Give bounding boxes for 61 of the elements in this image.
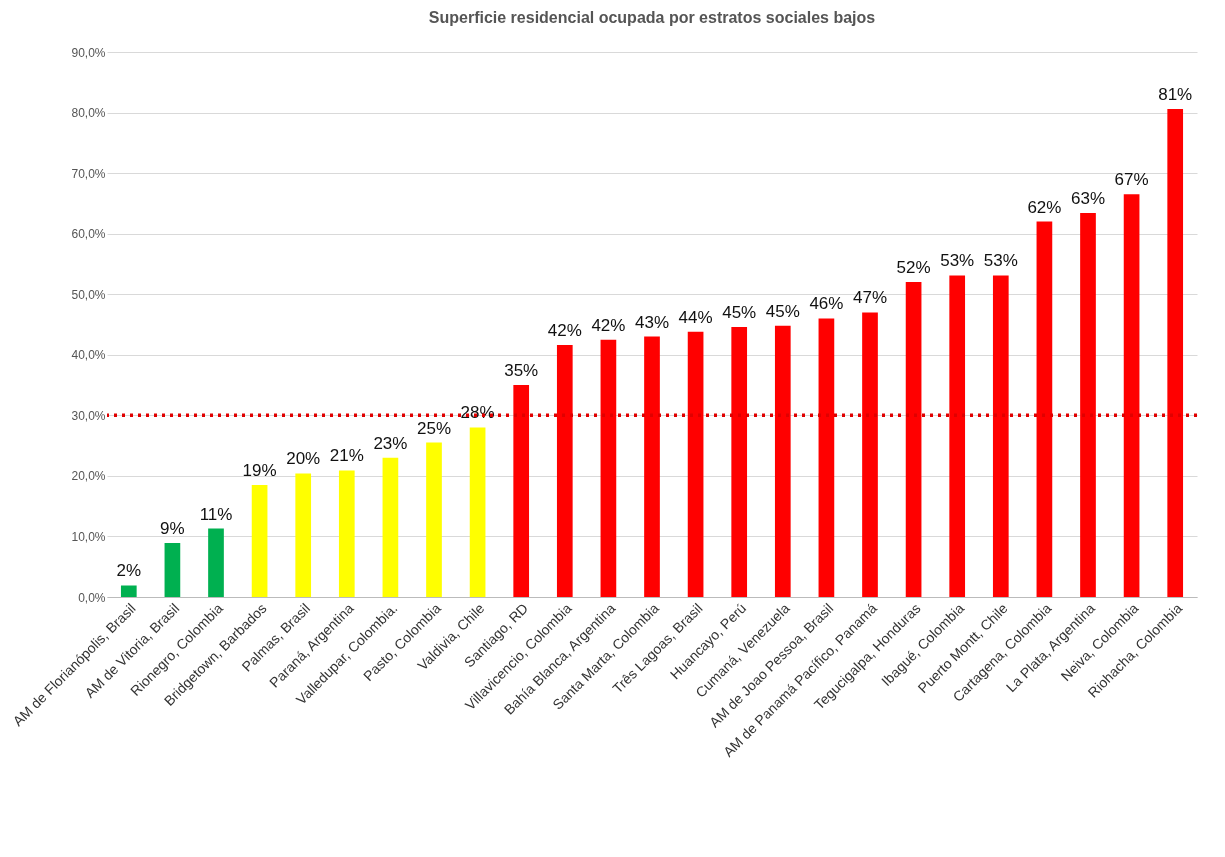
y-tick-label: 90,0% <box>71 45 106 60</box>
bar <box>687 331 704 597</box>
bar <box>1036 221 1053 597</box>
data-label: 28% <box>460 403 495 423</box>
data-label: 53% <box>983 251 1018 271</box>
bar <box>862 312 878 597</box>
data-label: 45% <box>722 302 757 322</box>
data-label: 42% <box>591 315 626 335</box>
y-tick-label: 60,0% <box>71 227 106 242</box>
data-label: 44% <box>678 307 713 327</box>
bar <box>426 442 442 597</box>
data-label: 21% <box>329 446 364 466</box>
data-label: 52% <box>896 258 931 278</box>
bar <box>1123 194 1140 597</box>
bar <box>338 470 355 597</box>
data-label: 42% <box>547 321 582 341</box>
bar <box>992 275 1009 597</box>
bar <box>644 336 660 597</box>
y-tick-label: 10,0% <box>71 529 106 544</box>
y-tick-label: 40,0% <box>71 348 106 363</box>
bar <box>905 282 922 597</box>
bar <box>774 325 791 597</box>
y-tick-label: 30,0% <box>71 408 106 423</box>
data-label: 46% <box>809 294 844 314</box>
bar <box>818 318 835 597</box>
y-tick-label: 80,0% <box>71 106 106 121</box>
bar <box>600 339 617 597</box>
data-label: 53% <box>940 251 975 271</box>
data-label: 67% <box>1114 170 1149 190</box>
data-label: 63% <box>1070 189 1106 209</box>
data-label: 25% <box>416 418 452 438</box>
data-label: 2% <box>116 561 142 581</box>
data-label: 43% <box>634 312 670 332</box>
y-tick-label: 50,0% <box>71 287 106 302</box>
bar <box>1080 213 1096 597</box>
data-label: 23% <box>373 433 408 453</box>
bar <box>1167 108 1184 597</box>
data-label: 9% <box>160 519 185 539</box>
data-label: 35% <box>504 361 539 381</box>
bar <box>731 326 748 597</box>
y-tick-label: 20,0% <box>71 469 106 484</box>
bar <box>295 473 312 597</box>
bar <box>120 585 137 597</box>
bar <box>251 484 268 597</box>
bar <box>164 543 181 597</box>
data-label: 62% <box>1027 197 1062 217</box>
data-label: 47% <box>852 288 888 308</box>
bar <box>208 528 224 597</box>
data-label: 45% <box>765 301 800 321</box>
chart-title: Superficie residencial ocupada por estratos sociales bajos <box>428 9 876 26</box>
data-label: 19% <box>242 460 277 480</box>
data-label: 11% <box>199 504 233 524</box>
data-label: 20% <box>286 449 321 469</box>
bar <box>382 457 399 597</box>
y-tick-label: 0,0% <box>78 590 106 605</box>
data-label: 81% <box>1158 84 1193 104</box>
bar <box>556 345 573 597</box>
bar <box>513 385 530 597</box>
bar <box>949 275 966 597</box>
bar <box>469 427 486 597</box>
y-tick-label: 70,0% <box>71 166 106 181</box>
